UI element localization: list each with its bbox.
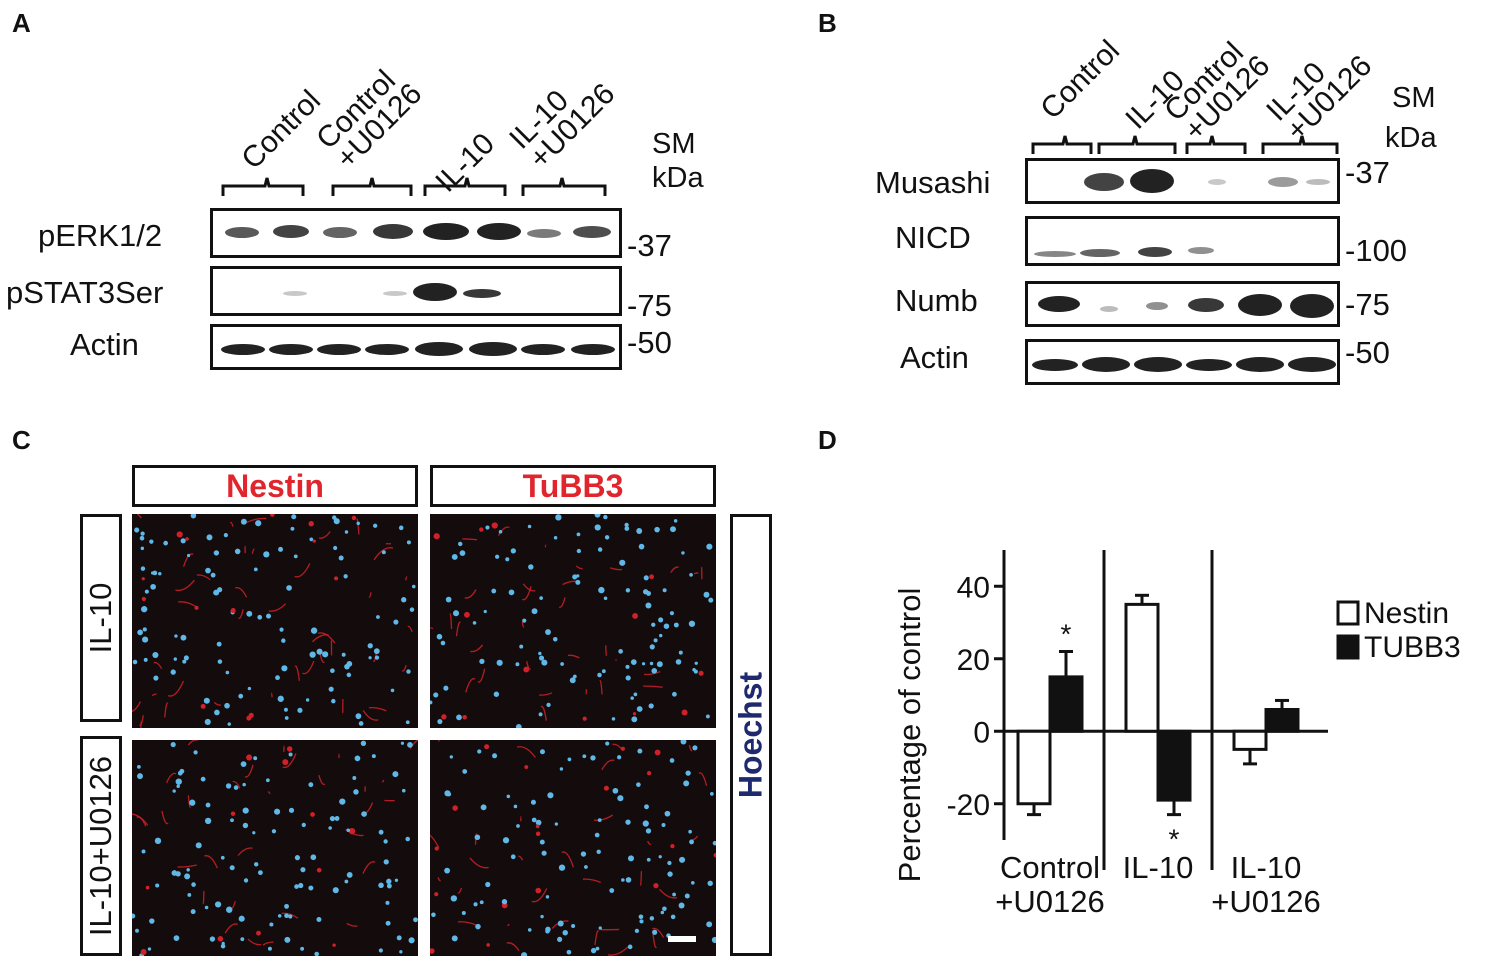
significance-mark: * xyxy=(1061,619,1072,650)
row-label-il10: IL-10 xyxy=(80,514,122,722)
row-label-il10-u0126: IL-10+U0126 xyxy=(80,736,122,956)
kda-label: kDa xyxy=(1385,122,1437,154)
bar xyxy=(1124,602,1160,733)
column-label-tubb3: TuBB3 xyxy=(430,465,716,507)
panel-letter-c: C xyxy=(12,425,31,455)
bar xyxy=(1048,675,1084,733)
marker-label: -50 xyxy=(1345,335,1390,370)
bar xyxy=(1016,729,1052,806)
marker-label: -75 xyxy=(627,288,672,323)
legend-swatch xyxy=(1336,634,1360,660)
row-label: NICD xyxy=(895,220,971,255)
micrograph-nestin-il10-u0126 xyxy=(132,740,418,956)
blot-actin-a xyxy=(210,324,622,370)
blot-nicd xyxy=(1025,216,1340,266)
y-tick-label: 40 xyxy=(957,571,990,604)
marker-label: -50 xyxy=(627,325,672,360)
lane-braces xyxy=(221,177,607,196)
x-category-label: +U0126 xyxy=(995,884,1104,919)
y-axis-label: Percentage of control xyxy=(892,588,927,883)
bar xyxy=(1156,729,1192,802)
significance-mark: * xyxy=(1169,824,1180,855)
micrograph-tubb3-il10 xyxy=(430,514,716,728)
row-label: Actin xyxy=(900,340,969,375)
marker-label: -100 xyxy=(1345,233,1408,268)
x-category-label: +U0126 xyxy=(1211,884,1320,919)
y-tick-label: 0 xyxy=(973,716,990,749)
blot-pstat3 xyxy=(210,266,622,316)
sm-label: SM xyxy=(1392,82,1436,114)
lane-label: IL-10 +U0126 xyxy=(503,77,622,176)
lane-label: Control +U0126 xyxy=(310,63,429,176)
panel-letter-b: B xyxy=(818,8,837,38)
marker-label: -37 xyxy=(627,228,672,263)
micrograph-tubb3-il10-u0126 xyxy=(430,740,716,956)
hoechst-label-box: Hoechst xyxy=(730,514,772,956)
blot-musashi xyxy=(1025,158,1340,204)
row-label: Numb xyxy=(895,283,978,318)
row-label: pERK1/2 xyxy=(38,218,163,253)
legend-label: Nestin xyxy=(1364,597,1449,630)
kda-label: kDa xyxy=(652,162,704,194)
y-tick-label: 20 xyxy=(957,644,990,677)
panel-letter-d: D xyxy=(818,425,837,455)
x-category-label: Control xyxy=(1000,850,1100,885)
column-label-nestin: Nestin xyxy=(132,465,418,507)
bar xyxy=(1264,708,1300,733)
sm-label: SM xyxy=(652,128,696,160)
marker-label: -37 xyxy=(1345,155,1390,190)
lane-label: Control xyxy=(1034,33,1127,126)
y-tick-label: -20 xyxy=(947,789,990,822)
micrograph-nestin-il10 xyxy=(132,514,418,728)
blot-actin-b xyxy=(1025,339,1340,385)
panel-letter-a: A xyxy=(12,8,31,38)
x-category-label: IL-10 xyxy=(1231,850,1302,885)
row-label: Actin xyxy=(70,327,139,362)
row-label: pSTAT3Ser xyxy=(6,275,164,310)
scale-bar xyxy=(668,936,696,942)
marker-label: -75 xyxy=(1345,287,1390,322)
bar xyxy=(1232,729,1268,751)
row-label: Musashi xyxy=(875,165,991,200)
legend-label: TUBB3 xyxy=(1364,631,1461,664)
x-category-label: IL-10 xyxy=(1123,850,1194,885)
lane-braces xyxy=(1031,135,1339,154)
blot-perk xyxy=(210,208,622,258)
blot-numb xyxy=(1025,281,1340,327)
legend-swatch xyxy=(1336,600,1360,626)
